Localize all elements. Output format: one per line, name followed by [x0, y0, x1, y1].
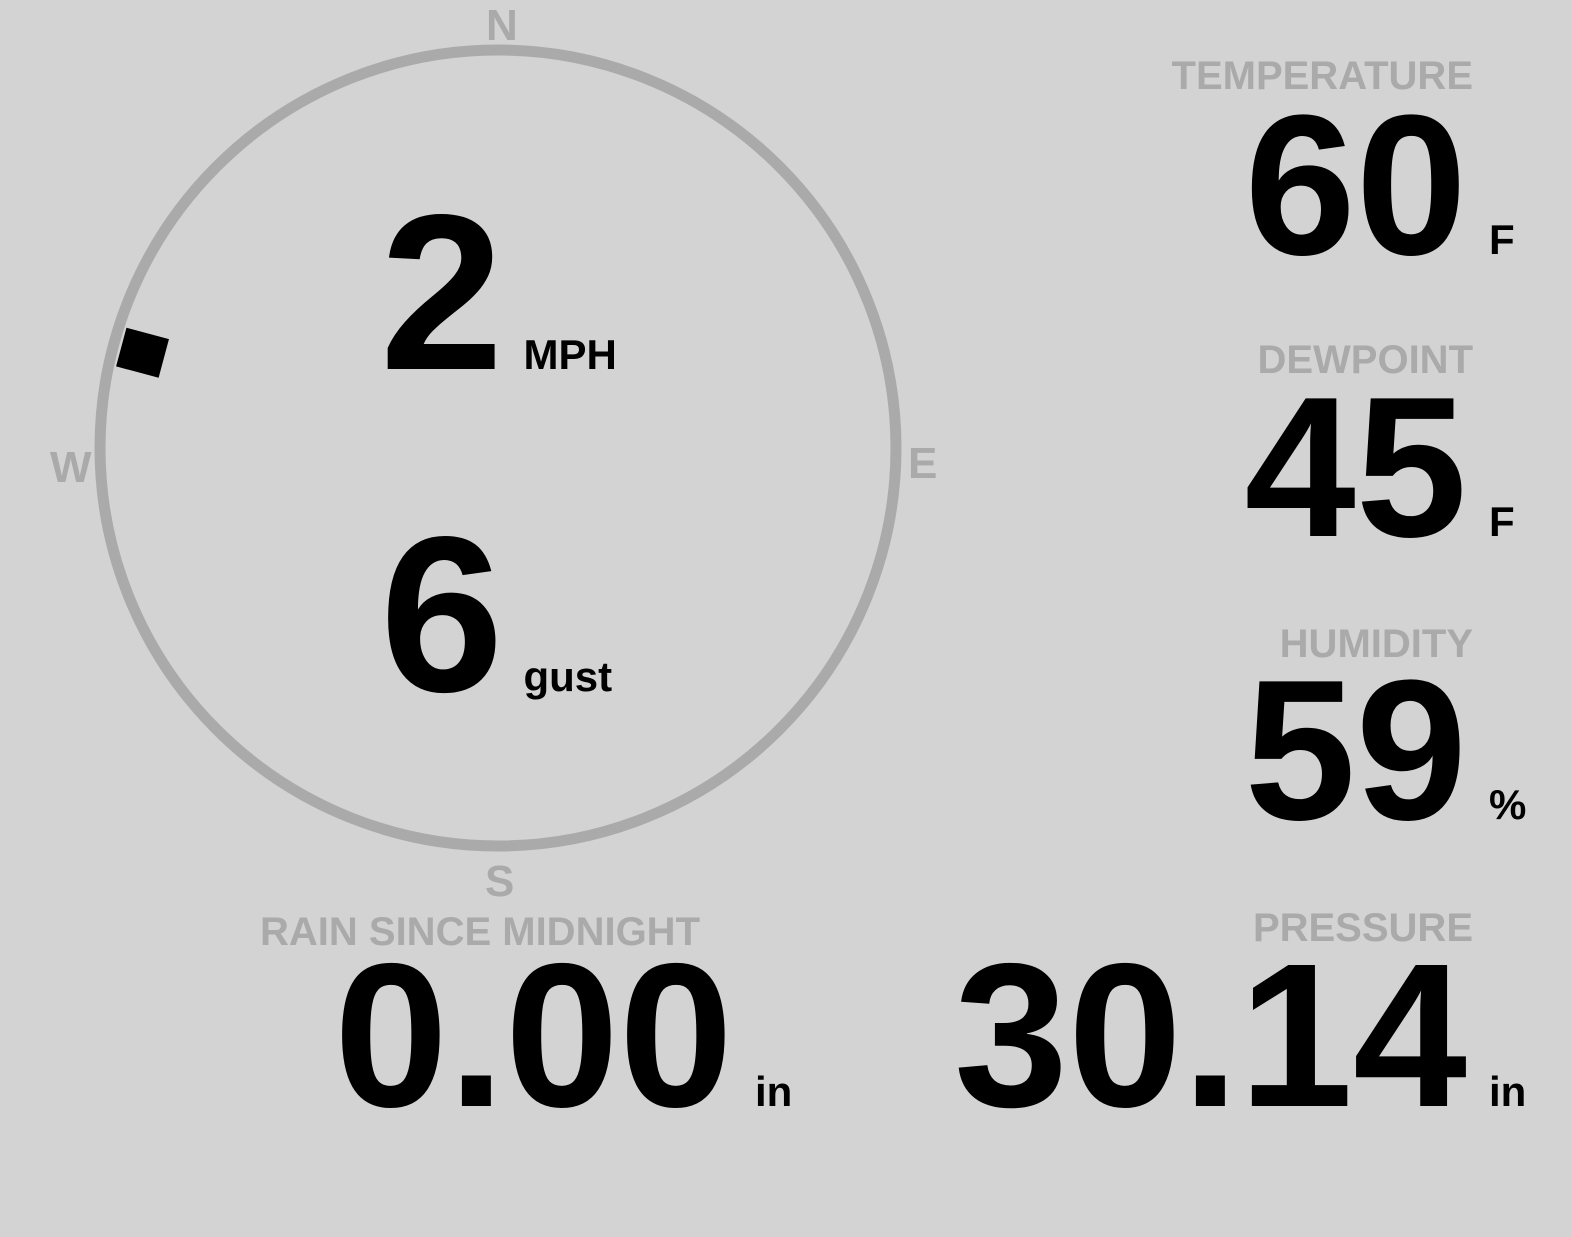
wind-compass — [94, 44, 902, 852]
dewpoint-unit: F — [1489, 498, 1515, 545]
wind-gust-value: 6 — [380, 491, 504, 739]
dewpoint-value: 45 — [1244, 356, 1467, 579]
rain-unit: in — [755, 1068, 793, 1115]
compass-south: S — [485, 857, 515, 906]
rain: 0.00 in — [334, 933, 792, 1138]
temperature-unit: F — [1489, 216, 1515, 263]
temperature: 60 F — [1245, 86, 1559, 286]
pressure-unit: in — [1489, 1068, 1527, 1115]
wind-speed-value: 2 — [380, 169, 504, 417]
wind-gust-unit: gust — [523, 653, 613, 700]
pressure-value: 30.14 — [953, 921, 1467, 1150]
humidity-label: HUMIDITY — [1279, 622, 1473, 666]
humidity-unit: % — [1489, 781, 1527, 828]
pressure-label: PRESSURE — [1252, 906, 1473, 950]
dewpoint: 45 F — [1245, 368, 1559, 568]
wind-direction-marker — [116, 327, 169, 378]
rain-label: RAIN SINCE MIDNIGHT — [260, 910, 700, 954]
wind-gust: 6 gust — [380, 504, 612, 726]
temperature-label: TEMPERATURE — [1171, 54, 1473, 98]
compass-north: N — [486, 1, 518, 50]
humidity-value: 59 — [1244, 639, 1467, 862]
wind-speed: 2 MPH — [380, 182, 617, 404]
compass-east: E — [908, 439, 938, 488]
wind-speed-unit: MPH — [523, 331, 617, 378]
compass-west: W — [50, 443, 92, 492]
humidity: 59 % — [1245, 651, 1559, 851]
pressure: 30.14 in — [954, 933, 1559, 1138]
rain-value: 0.00 — [334, 921, 733, 1150]
compass-ring — [94, 44, 902, 852]
temperature-value: 60 — [1244, 74, 1467, 297]
dewpoint-label: DEWPOINT — [1257, 338, 1473, 382]
